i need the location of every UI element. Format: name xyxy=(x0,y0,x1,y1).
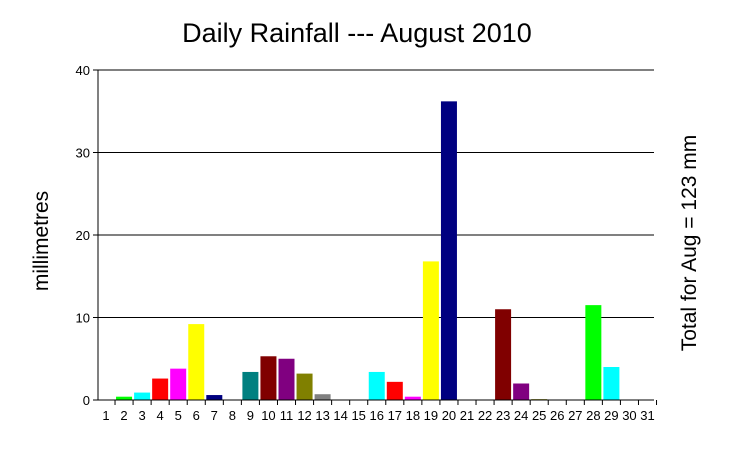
bars xyxy=(116,101,620,400)
x-tick-label: 25 xyxy=(532,408,546,423)
axes xyxy=(93,69,658,405)
y-tick-label: 0 xyxy=(83,393,90,408)
monthly-total-label: Total for Aug = 123 mm xyxy=(678,135,701,352)
x-tick-labels: 1 2 3 4 5 6 7 8 9 10 11 12 13 14 15 16 17 18 19 20 21 22 23 24 2… xyxy=(102,408,654,423)
bar-day-24 xyxy=(513,383,530,400)
bar-day-29 xyxy=(603,367,620,400)
x-tick-label: 24 xyxy=(514,408,528,423)
bar-day-7 xyxy=(206,395,223,400)
x-tick-label: 12 xyxy=(297,408,311,423)
x-tick-label: 3 xyxy=(138,408,145,423)
bar-day-18 xyxy=(404,396,421,400)
chart-title: Daily Rainfall --- August 2010 xyxy=(182,18,532,48)
bar-day-19 xyxy=(422,261,439,400)
x-tick-label: 27 xyxy=(568,408,582,423)
x-tick-label: 21 xyxy=(460,408,474,423)
bar-day-28 xyxy=(585,305,602,400)
bar-day-3 xyxy=(134,392,151,400)
x-tick-label: 7 xyxy=(211,408,218,423)
x-tick-label: 2 xyxy=(120,408,127,423)
x-tick-label: 11 xyxy=(280,408,294,423)
x-tick-label: 31 xyxy=(640,408,654,423)
x-tick-label: 4 xyxy=(157,408,164,423)
x-tick-label: 13 xyxy=(315,408,329,423)
y-tick-label: 40 xyxy=(76,63,90,78)
x-tick-label: 22 xyxy=(478,408,492,423)
y-tick-label: 10 xyxy=(76,311,90,326)
x-tick-label: 19 xyxy=(424,408,438,423)
y-tick-label: 20 xyxy=(76,228,90,243)
bar-day-9 xyxy=(242,371,259,400)
bar-day-10 xyxy=(260,356,277,400)
x-tick-label: 20 xyxy=(442,408,456,423)
bar-day-5 xyxy=(170,368,187,400)
x-tick-label: 15 xyxy=(351,408,365,423)
x-tick-label: 26 xyxy=(550,408,564,423)
gridlines xyxy=(98,69,654,318)
x-tick-label: 29 xyxy=(604,408,618,423)
bar-day-2 xyxy=(116,396,133,400)
x-tick-label: 16 xyxy=(370,408,384,423)
y-axis-label: millimetres xyxy=(30,191,53,291)
bar-day-12 xyxy=(296,373,313,400)
x-tick-label: 6 xyxy=(193,408,200,423)
x-tick-label: 10 xyxy=(261,408,275,423)
x-tick-label: 23 xyxy=(496,408,510,423)
x-tick-label: 14 xyxy=(333,408,347,423)
bar-day-20 xyxy=(440,101,457,400)
x-tick-label: 17 xyxy=(388,408,402,423)
x-tick-label: 8 xyxy=(229,408,236,423)
bar-day-11 xyxy=(278,358,295,400)
x-tick-label: 30 xyxy=(622,408,636,423)
bar-day-16 xyxy=(368,371,385,400)
x-tick-label: 28 xyxy=(586,408,600,423)
y-tick-labels: 0 10 20 30 40 xyxy=(76,63,90,408)
bar-day-17 xyxy=(386,381,403,400)
bar-day-13 xyxy=(314,394,331,400)
bar-day-23 xyxy=(495,309,512,400)
x-tick-label: 1 xyxy=(102,408,109,423)
bar-day-4 xyxy=(152,378,169,400)
x-tick-label: 18 xyxy=(406,408,420,423)
x-tick-label: 9 xyxy=(247,408,254,423)
bar-day-6 xyxy=(188,324,205,400)
y-tick-label: 30 xyxy=(76,146,90,161)
x-tick-label: 5 xyxy=(175,408,182,423)
